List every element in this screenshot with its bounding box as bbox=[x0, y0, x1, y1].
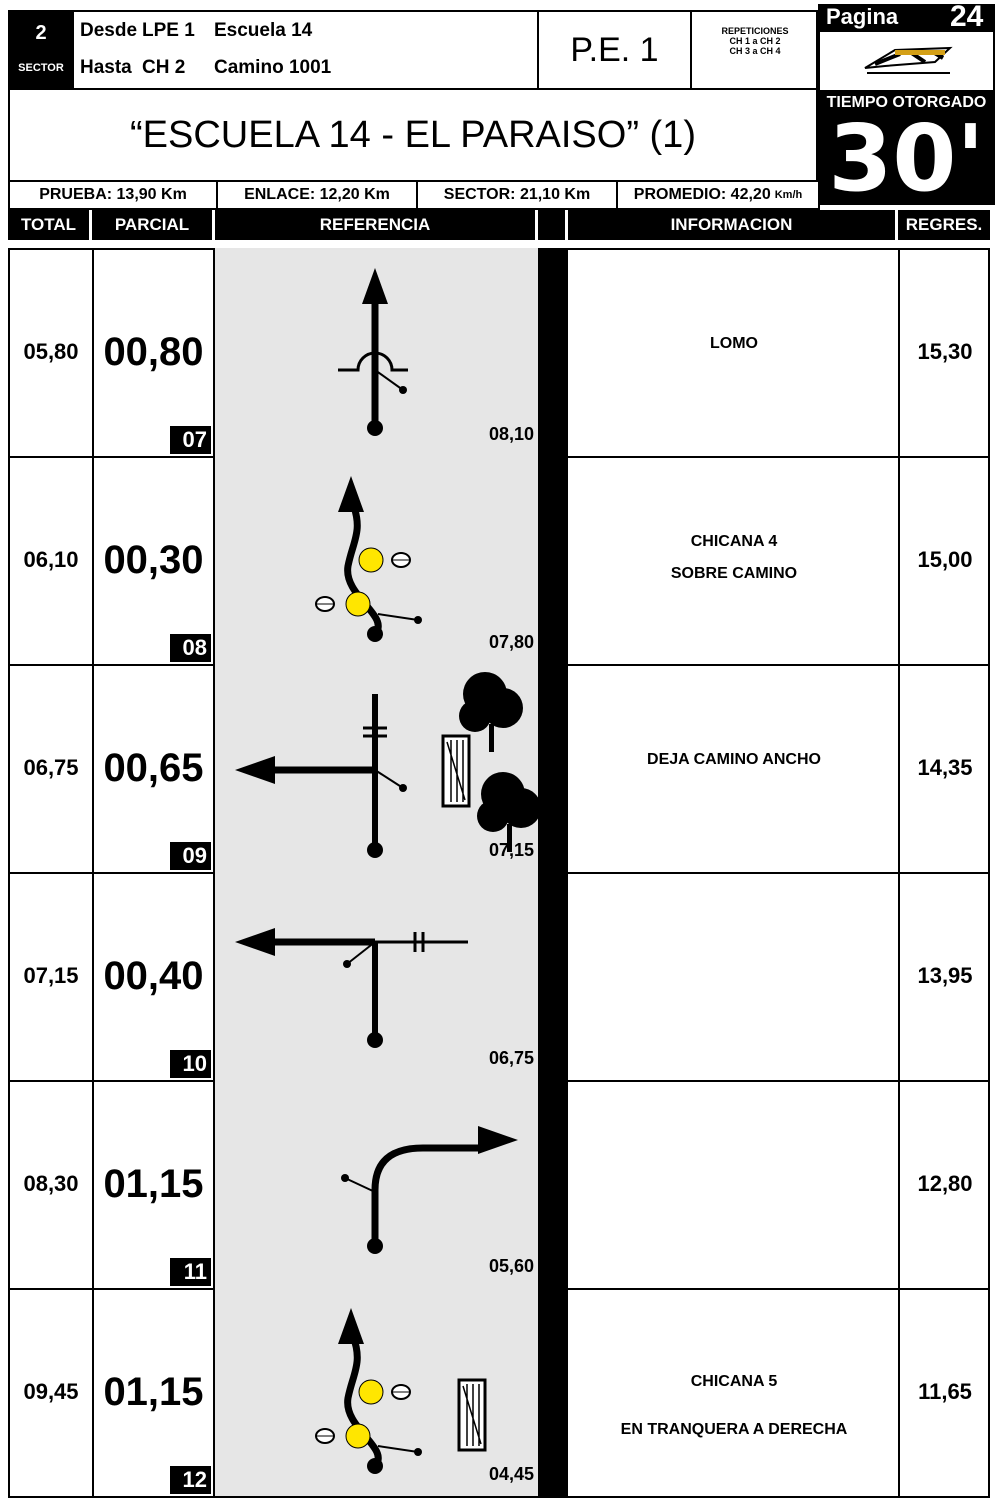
route-diagram bbox=[235, 672, 538, 858]
partial: 00,40 bbox=[103, 953, 204, 998]
title: “ESCUELA 14 - EL PARAISO” (1) bbox=[8, 90, 818, 182]
sector-cell bbox=[8, 10, 74, 90]
col-information: INFORMACION bbox=[568, 210, 898, 240]
reference-distance: 08,10 bbox=[488, 424, 534, 444]
sector-label: SECTOR bbox=[18, 62, 64, 74]
partial-cell-border bbox=[92, 248, 94, 456]
info-line: DEJA CAMINO ANCHO bbox=[647, 751, 821, 768]
total: 06,75 bbox=[23, 755, 79, 780]
column-bar bbox=[8, 210, 990, 240]
info-line: LOMO bbox=[710, 335, 758, 352]
page-number: 24 bbox=[950, 0, 984, 33]
total: 05,80 bbox=[23, 339, 79, 364]
info: CHICANA 5 EN TRANQUERA A DERECHA bbox=[570, 1358, 898, 1454]
promedio: PROMEDIO: 42,20 bbox=[633, 186, 771, 203]
col-divider bbox=[538, 210, 568, 240]
reference-distance: 06,75 bbox=[488, 1048, 534, 1068]
info: LOMO bbox=[570, 328, 898, 360]
info-line: CHICANA 4 bbox=[690, 533, 778, 550]
info: DEJA CAMINO ANCHO bbox=[570, 744, 898, 776]
partial: 01,15 bbox=[103, 1161, 204, 1206]
reference-distance: 07,80 bbox=[488, 632, 534, 652]
instruction-number: 07 bbox=[170, 426, 211, 454]
stage: P.E. 1 bbox=[537, 10, 692, 90]
repetitions-title: REPETICIONES bbox=[721, 26, 789, 36]
route-diagram bbox=[315, 476, 422, 642]
time-value: 30' bbox=[828, 104, 985, 212]
to-place: Camino 1001 bbox=[214, 57, 332, 78]
total: 07,15 bbox=[23, 963, 79, 988]
time-box bbox=[818, 90, 995, 205]
to-point: CH 2 bbox=[142, 57, 186, 78]
col-countdown: REGRES. bbox=[905, 215, 983, 234]
route-diagram bbox=[235, 928, 468, 1048]
from-place: Escuela 14 bbox=[214, 20, 313, 41]
reference-distance: 04,45 bbox=[488, 1464, 534, 1484]
repetitions: REPETICIONES CH 1 a CH 2 CH 3 a CH 4 bbox=[692, 26, 818, 56]
total: 09,45 bbox=[23, 1379, 79, 1404]
partial-cell-border bbox=[92, 872, 94, 1080]
col-reference: REFERENCIA bbox=[215, 210, 538, 240]
info-line: CHICANA 5 bbox=[690, 1373, 778, 1390]
countdown-cell-border bbox=[898, 872, 900, 1080]
partial-cell-border bbox=[92, 664, 94, 872]
countdown: 11,65 bbox=[918, 1379, 972, 1404]
countdown-cell-border bbox=[898, 1288, 900, 1496]
logo bbox=[864, 46, 953, 74]
enlace: ENLACE: 12,20 Km bbox=[216, 180, 418, 210]
route-diagram bbox=[338, 268, 408, 436]
promedio-unit: Km/h bbox=[774, 189, 803, 201]
total: 08,30 bbox=[23, 1171, 79, 1196]
divider-bar bbox=[538, 456, 568, 664]
to-label: Hasta bbox=[80, 57, 132, 78]
promedio-cell: PROMEDIO: 42,20 Km/h bbox=[616, 180, 820, 210]
instruction-number: 10 bbox=[170, 1050, 211, 1078]
divider-bar bbox=[538, 664, 568, 872]
instruction-number: 12 bbox=[170, 1466, 211, 1494]
from-label: Desde bbox=[80, 20, 138, 41]
instruction-number: 11 bbox=[170, 1258, 211, 1286]
sector-number: 2 bbox=[35, 21, 47, 44]
reference-distance: 05,60 bbox=[488, 1256, 534, 1276]
countdown: 13,95 bbox=[917, 963, 973, 988]
instruction-number: 08 bbox=[170, 634, 211, 662]
partial: 00,65 bbox=[103, 745, 204, 790]
partial: 01,15 bbox=[103, 1369, 204, 1414]
divider-bar bbox=[538, 1080, 568, 1288]
sector-distance: SECTOR: 21,10 Km bbox=[416, 180, 618, 210]
route-diagram bbox=[315, 1308, 487, 1474]
partial-cell-border bbox=[92, 456, 94, 664]
total: 06,10 bbox=[23, 547, 79, 572]
route-diagram bbox=[341, 1126, 518, 1254]
page-label: Pagina bbox=[826, 4, 899, 29]
info-line: SOBRE CAMINO bbox=[670, 565, 798, 582]
countdown-cell-border bbox=[898, 1080, 900, 1288]
col-partial: PARCIAL bbox=[92, 210, 215, 240]
countdown: 14,35 bbox=[917, 755, 973, 780]
prueba: PRUEBA: 13,90 Km bbox=[8, 180, 218, 210]
countdown-cell-border bbox=[898, 248, 900, 456]
instruction-number: 09 bbox=[170, 842, 211, 870]
divider-bar bbox=[538, 248, 568, 456]
time-label: TIEMPO OTORGADO bbox=[826, 94, 987, 111]
col-total: TOTAL bbox=[8, 210, 92, 240]
countdown: 15,30 bbox=[917, 339, 973, 364]
partial-cell-border bbox=[92, 1080, 94, 1288]
countdown-cell-border bbox=[898, 456, 900, 664]
info-line: EN TRANQUERA A DERECHA bbox=[620, 1421, 848, 1438]
from-point: LPE 1 bbox=[142, 20, 195, 41]
partial: 00,30 bbox=[103, 537, 204, 582]
countdown: 12,80 bbox=[917, 1171, 973, 1196]
countdown: 15,00 bbox=[917, 547, 973, 572]
divider-bar bbox=[538, 872, 568, 1080]
partial-cell-border bbox=[92, 1288, 94, 1496]
repetition: CH 3 a CH 4 bbox=[729, 46, 781, 56]
partial: 00,80 bbox=[103, 329, 204, 374]
page-bar bbox=[818, 4, 995, 32]
divider-bar bbox=[538, 1288, 568, 1496]
countdown-cell-border bbox=[898, 664, 900, 872]
repetition: CH 1 a CH 2 bbox=[729, 36, 781, 46]
info: CHICANA 4 SOBRE CAMINO bbox=[570, 526, 898, 590]
